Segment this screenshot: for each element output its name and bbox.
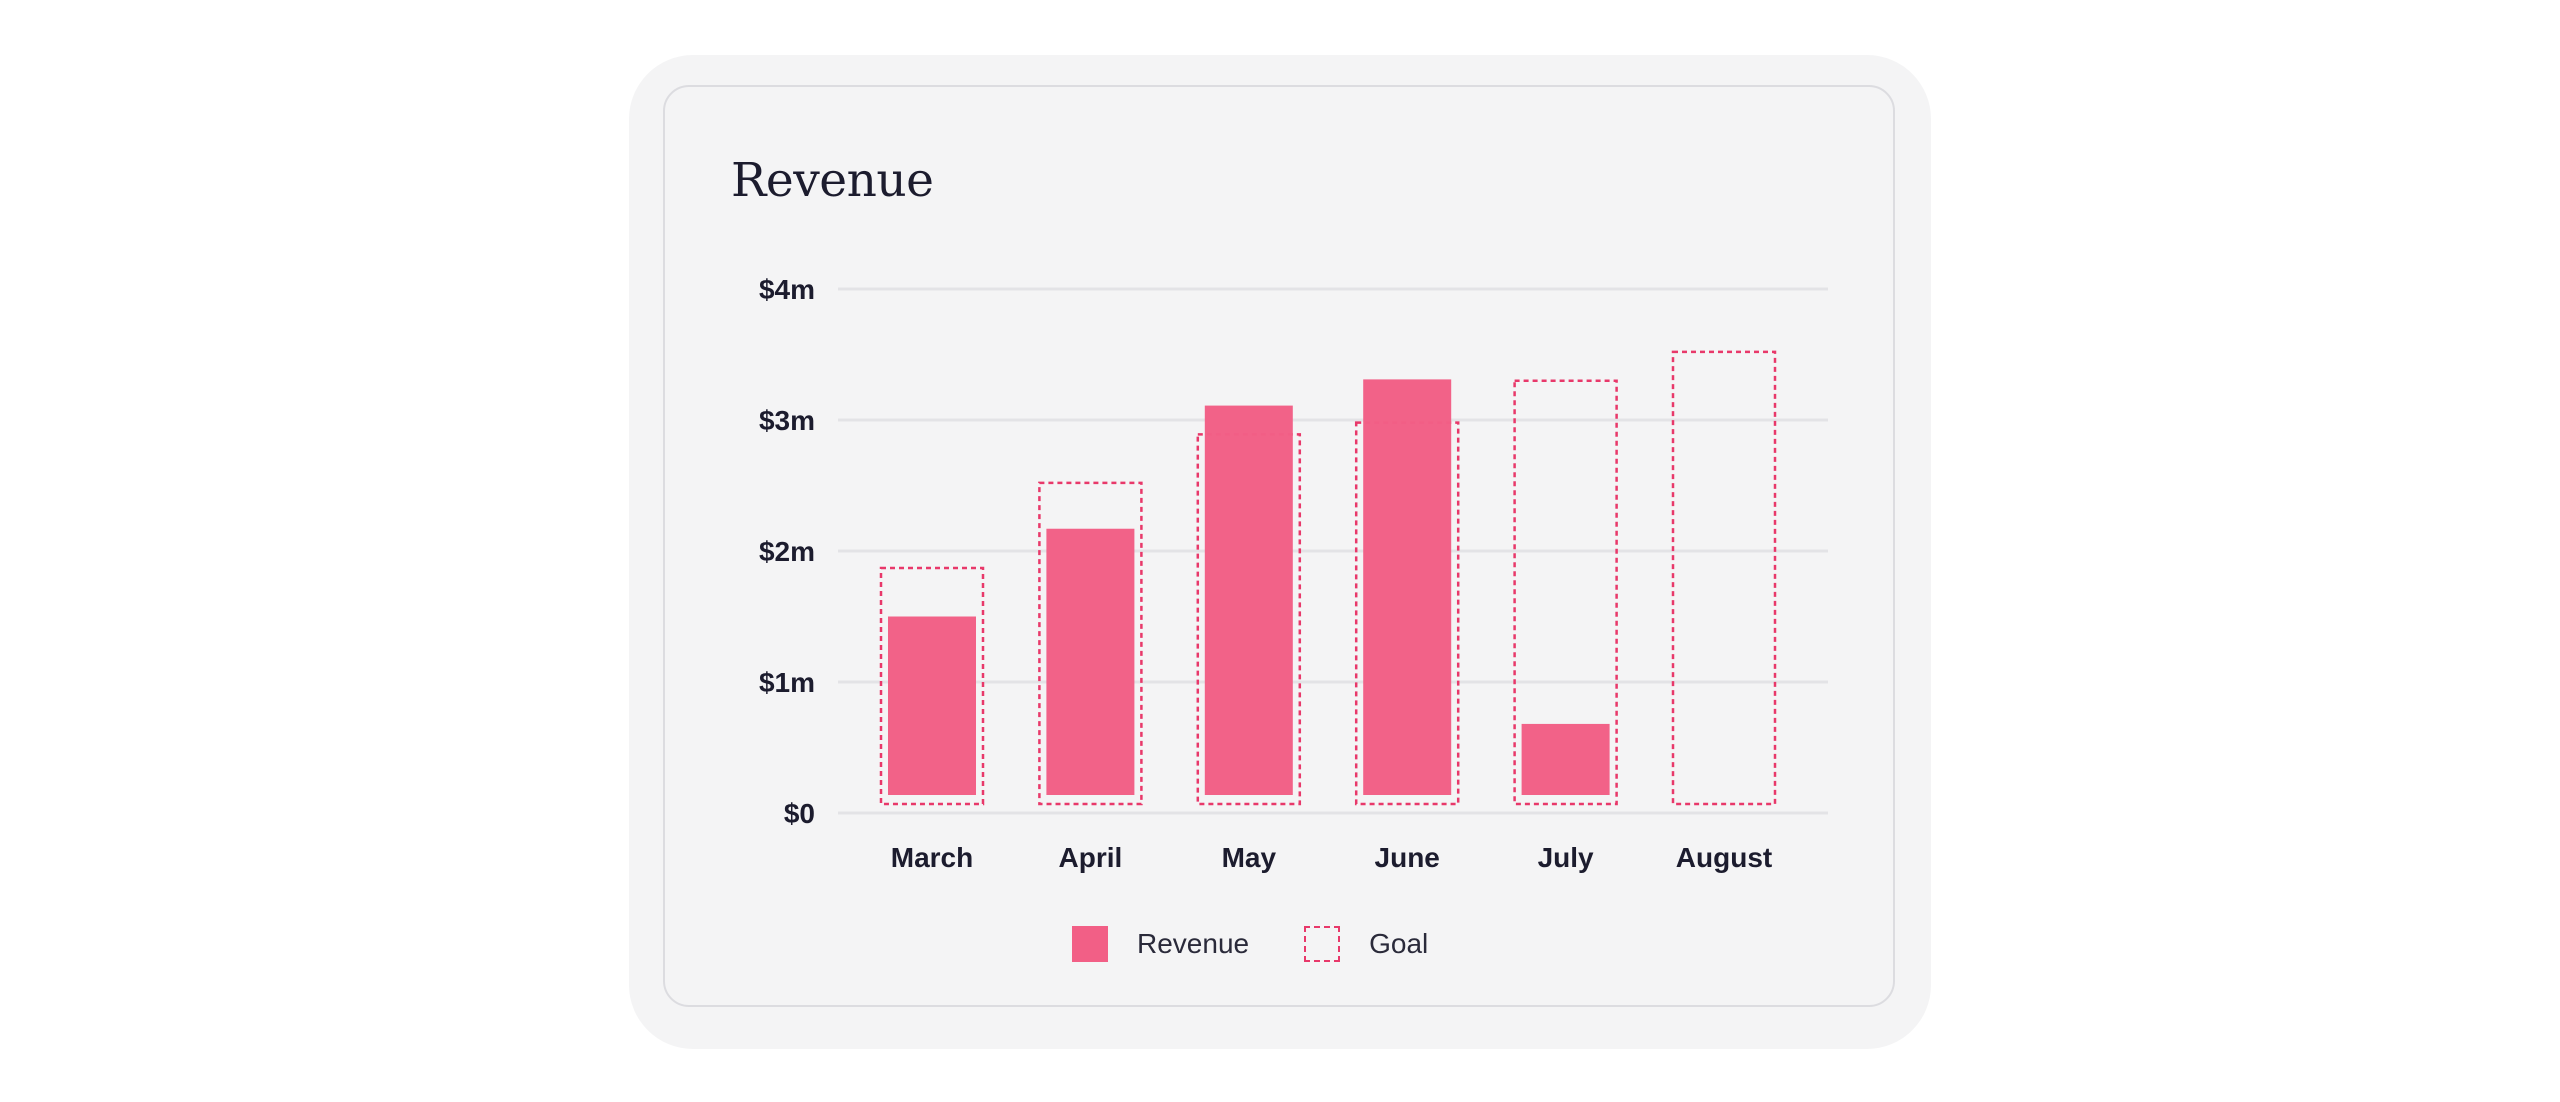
chart-title: Revenue bbox=[731, 153, 934, 208]
goal-bar bbox=[1038, 481, 1143, 806]
x-tick-label: March bbox=[891, 842, 973, 873]
revenue-swatch-icon bbox=[1072, 926, 1108, 962]
legend-item-goal: Goal bbox=[1304, 926, 1428, 962]
y-tick-label: $3m bbox=[759, 405, 815, 436]
revenue-bar bbox=[888, 616, 976, 795]
goal-bar bbox=[1671, 350, 1777, 806]
x-axis-ticks: March April May June July August bbox=[891, 842, 1772, 873]
x-tick-label: August bbox=[1676, 842, 1772, 873]
y-axis-ticks: $0 $1m $2m $3m $4m bbox=[759, 274, 815, 829]
x-tick-label: July bbox=[1538, 842, 1594, 873]
legend-label-goal: Goal bbox=[1369, 928, 1429, 959]
goal-bar bbox=[1513, 379, 1618, 806]
goal-series bbox=[879, 350, 1777, 806]
goal-bar bbox=[1196, 433, 1302, 806]
revenue-series bbox=[888, 379, 1610, 795]
legend-label-revenue: Revenue bbox=[1137, 928, 1250, 959]
x-tick-label: April bbox=[1059, 842, 1123, 873]
goal-bar bbox=[879, 566, 985, 806]
revenue-bar bbox=[1204, 405, 1293, 795]
goal-swatch-icon bbox=[1304, 926, 1341, 962]
x-tick-label: June bbox=[1375, 842, 1440, 873]
y-tick-label: $4m bbox=[759, 274, 815, 305]
gridlines bbox=[838, 287, 1828, 815]
revenue-bar bbox=[1046, 528, 1135, 795]
legend-item-revenue: Revenue bbox=[1072, 926, 1249, 962]
y-tick-label: $0 bbox=[784, 798, 815, 829]
revenue-bar bbox=[1521, 723, 1610, 795]
chart-legend: Revenue Goal bbox=[1072, 926, 1483, 962]
y-tick-label: $1m bbox=[759, 667, 815, 698]
revenue-bar bbox=[1363, 379, 1452, 795]
goal-bar bbox=[1354, 421, 1460, 806]
chart-card: Revenue bbox=[663, 85, 1895, 1007]
x-tick-label: May bbox=[1222, 842, 1277, 873]
y-tick-label: $2m bbox=[759, 536, 815, 567]
